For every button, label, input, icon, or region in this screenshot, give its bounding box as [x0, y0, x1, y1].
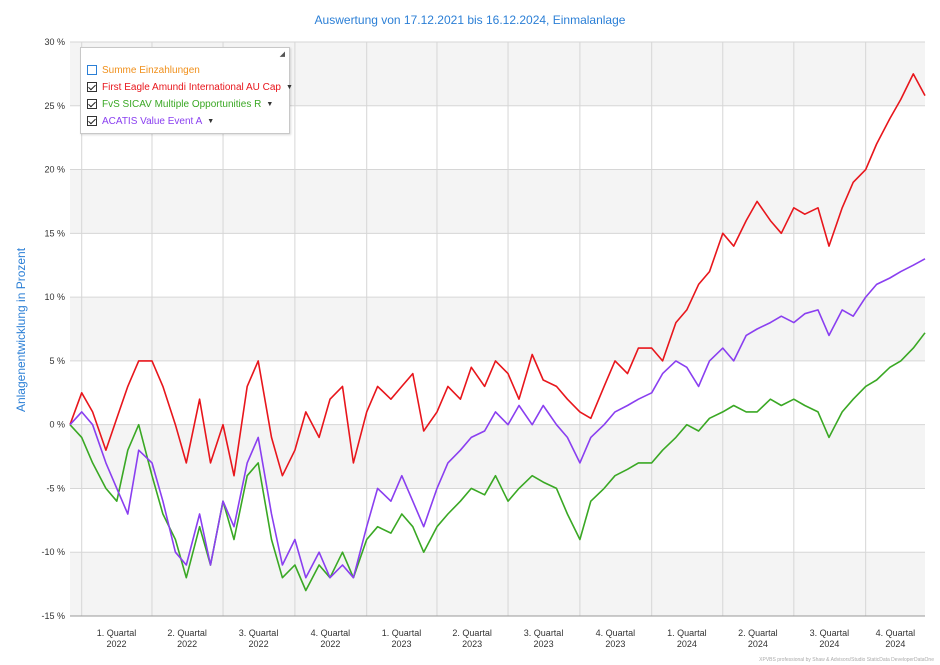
plot-band	[70, 169, 925, 234]
x-tick-label-year: 2022	[249, 639, 269, 649]
y-tick-label: 30 %	[44, 37, 65, 47]
legend-checkbox[interactable]	[87, 116, 97, 126]
plot-band	[70, 488, 925, 553]
x-tick-label-year: 2022	[106, 639, 126, 649]
plot-band	[70, 297, 925, 361]
x-tick-label-quarter: 4. Quartal	[596, 628, 636, 638]
x-tick-label-year: 2023	[462, 639, 482, 649]
series-line	[69, 258, 926, 579]
footer-note: XPVBS professional by Shaw & Advisors/St…	[759, 657, 934, 663]
legend-checkbox[interactable]	[87, 99, 97, 109]
x-tick-label-quarter: 4. Quartal	[876, 628, 916, 638]
legend-item-first-eagle[interactable]: First Eagle Amundi International AU Cap …	[87, 80, 293, 94]
x-tick-label-quarter: 2. Quartal	[738, 628, 778, 638]
legend[interactable]: ◢ Summe Einzahlungen First Eagle Amundi …	[80, 47, 293, 134]
x-tick-label-year: 2022	[320, 639, 340, 649]
x-tick-label-quarter: 2. Quartal	[452, 628, 492, 638]
grid-lines	[70, 41, 925, 617]
series-line	[69, 73, 926, 477]
y-tick-label: 0 %	[49, 420, 65, 430]
x-tick-label-year: 2024	[677, 639, 697, 649]
x-tick-label-year: 2024	[819, 639, 839, 649]
legend-item-fvs-sicav[interactable]: FvS SICAV Multiple Opportunities R ▼	[87, 97, 273, 111]
chevron-down-icon[interactable]: ▼	[285, 83, 293, 91]
x-tick-label-quarter: 3. Quartal	[524, 628, 564, 638]
x-tick-label-year: 2024	[748, 639, 768, 649]
legend-checkbox[interactable]	[87, 82, 97, 92]
x-tick-label-quarter: 3. Quartal	[239, 628, 279, 638]
y-tick-label: -5 %	[46, 483, 65, 493]
x-tick-label-year: 2024	[885, 639, 905, 649]
legend-label: Summe Einzahlungen	[102, 64, 200, 76]
x-tick-label-quarter: 4. Quartal	[311, 628, 351, 638]
y-tick-label: 15 %	[44, 228, 65, 238]
x-tick-label-quarter: 2. Quartal	[167, 628, 207, 638]
chart-title: Auswertung von 17.12.2021 bis 16.12.2024…	[315, 13, 626, 27]
legend-checkbox[interactable]	[87, 65, 97, 75]
y-tick-label: -15 %	[41, 611, 65, 621]
y-tick-label: -10 %	[41, 547, 65, 557]
chevron-down-icon[interactable]: ▼	[266, 100, 274, 108]
x-tick-label-year: 2023	[391, 639, 411, 649]
series-lines	[69, 73, 926, 592]
y-tick-labels: 30 % 25 % 20 % 15 % 10 % 5 % 0 % -5 % -10 % -15 %	[41, 37, 65, 621]
plot-band	[70, 360, 925, 425]
x-tick-label-year: 2022	[177, 639, 197, 649]
x-tick-label-quarter: 1. Quartal	[667, 628, 707, 638]
x-tick-label-quarter: 3. Quartal	[810, 628, 850, 638]
legend-label: First Eagle Amundi International AU Cap	[102, 81, 281, 93]
legend-resize-icon[interactable]: ◢	[279, 51, 285, 58]
chevron-down-icon[interactable]: ▼	[207, 117, 215, 125]
y-tick-label: 25 %	[44, 101, 65, 111]
x-tick-label-year: 2023	[605, 639, 625, 649]
y-tick-label: 10 %	[44, 292, 65, 302]
x-tick-label-quarter: 1. Quartal	[382, 628, 422, 638]
plot-band	[70, 233, 925, 298]
y-tick-label: 5 %	[49, 356, 65, 366]
plot-band	[70, 552, 925, 616]
legend-item-acatis[interactable]: ACATIS Value Event A ▼	[87, 114, 214, 128]
y-axis-label: Anlagenentwicklung in Prozent	[14, 247, 28, 412]
x-tick-label-year: 2023	[534, 639, 554, 649]
y-tick-label: 20 %	[44, 165, 65, 175]
legend-label: FvS SICAV Multiple Opportunities R	[102, 98, 262, 110]
legend-label: ACATIS Value Event A	[102, 115, 203, 127]
x-tick-label-quarter: 1. Quartal	[97, 628, 137, 638]
legend-item-summe-einzahlungen[interactable]: Summe Einzahlungen	[87, 63, 200, 77]
